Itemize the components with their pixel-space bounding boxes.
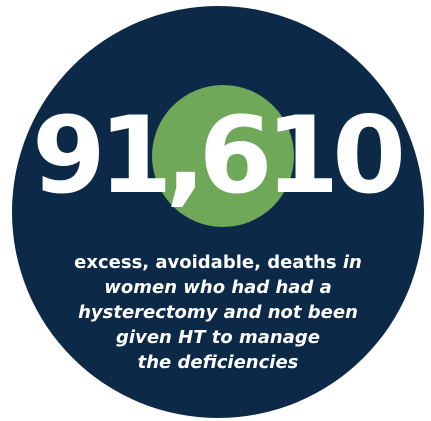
caption-line-1: excess, avoidable, deaths in — [38, 250, 398, 275]
stat-caption: excess, avoidable, deaths in women who h… — [38, 250, 398, 375]
stat-number: 91,610 — [31, 94, 406, 217]
caption-line-2: women who had had a — [104, 277, 332, 298]
caption-line-1-italic: in — [342, 252, 362, 273]
accent-circle — [152, 85, 294, 227]
caption-line-3: hysterectomy and not been — [78, 302, 358, 323]
caption-line-4: given HT to manage — [116, 327, 320, 348]
caption-line-1-normal: excess, avoidable, deaths — [74, 252, 343, 273]
caption-line-5: the deficiencies — [137, 352, 299, 373]
